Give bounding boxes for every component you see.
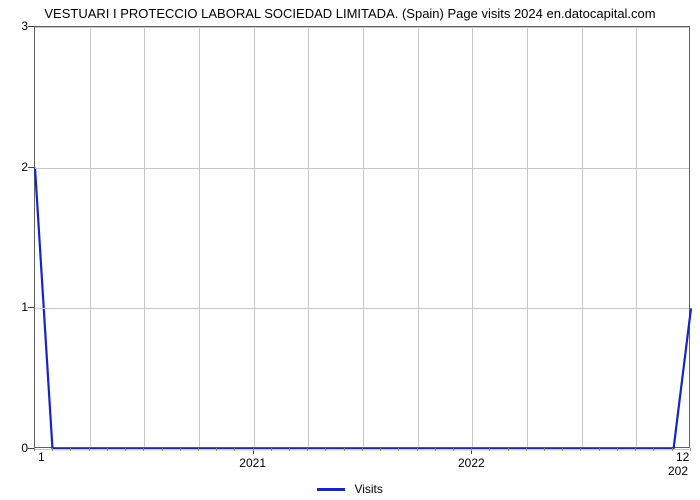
y2-label-top: 12 [676, 450, 689, 464]
grid-line-v [144, 27, 145, 447]
x-tick-minor [234, 448, 235, 451]
grid-line-v [527, 27, 528, 447]
x-tick-minor [653, 448, 654, 451]
x-tick-label: 2021 [239, 456, 266, 470]
x-tick-minor [380, 448, 381, 451]
x-tick-minor [70, 448, 71, 451]
x-tick-minor [398, 448, 399, 451]
y-tick-label: 1 [8, 300, 28, 314]
x-tick-minor [435, 448, 436, 451]
x-tick-minor [599, 448, 600, 451]
x-tick-minor [471, 448, 472, 451]
x-tick-minor [362, 448, 363, 451]
x-tick-minor [107, 448, 108, 451]
grid-line-h [35, 27, 689, 28]
x-tick-minor [198, 448, 199, 451]
grid-line-v [636, 27, 637, 447]
x-tick-minor [489, 448, 490, 451]
x-tick-minor [544, 448, 545, 451]
x-tick-minor [180, 448, 181, 451]
x-tick-minor [162, 448, 163, 451]
x-tick-minor [562, 448, 563, 451]
plot-area [34, 26, 690, 448]
y-tick-label: 2 [8, 160, 28, 174]
grid-line-v [199, 27, 200, 447]
grid-line-v [472, 27, 473, 447]
chart-title: VESTUARI I PROTECCIO LABORAL SOCIEDAD LI… [0, 6, 700, 21]
grid-line-v [582, 27, 583, 447]
y2-label-bottom: 202 [668, 464, 688, 478]
x-tick-minor [125, 448, 126, 451]
grid-line-h [35, 168, 689, 169]
legend: Visits [0, 482, 700, 496]
y-tick-label: 0 [8, 441, 28, 455]
x-tick-minor [453, 448, 454, 451]
x-tick-minor [417, 448, 418, 451]
legend-swatch [317, 488, 345, 491]
y-tick-label: 3 [8, 19, 28, 33]
grid-line-v [90, 27, 91, 447]
grid-line-h [35, 308, 689, 309]
x-tick-minor [635, 448, 636, 451]
x-tick-minor [526, 448, 527, 451]
x-tick-minor [143, 448, 144, 451]
x-origin-label: 1 [38, 450, 45, 464]
x-tick-minor [672, 448, 673, 451]
x-tick-minor [690, 448, 691, 451]
grid-line-v [418, 27, 419, 447]
grid-line-v [308, 27, 309, 447]
x-tick-minor [289, 448, 290, 451]
y-tick [28, 167, 34, 168]
grid-line-v [363, 27, 364, 447]
x-tick-minor [580, 448, 581, 451]
x-tick-minor [325, 448, 326, 451]
y-tick [28, 26, 34, 27]
y-tick [28, 307, 34, 308]
legend-label: Visits [354, 482, 382, 496]
chart-container: VESTUARI I PROTECCIO LABORAL SOCIEDAD LI… [0, 0, 700, 500]
grid-line-v [254, 27, 255, 447]
x-tick-minor [52, 448, 53, 451]
x-tick-minor [253, 448, 254, 451]
x-tick-minor [34, 448, 35, 451]
x-tick-minor [617, 448, 618, 451]
x-tick-minor [271, 448, 272, 451]
x-tick-label: 2022 [458, 456, 485, 470]
x-tick-minor [89, 448, 90, 451]
x-tick-minor [344, 448, 345, 451]
x-tick-minor [216, 448, 217, 451]
x-tick-minor [508, 448, 509, 451]
x-tick-minor [307, 448, 308, 451]
